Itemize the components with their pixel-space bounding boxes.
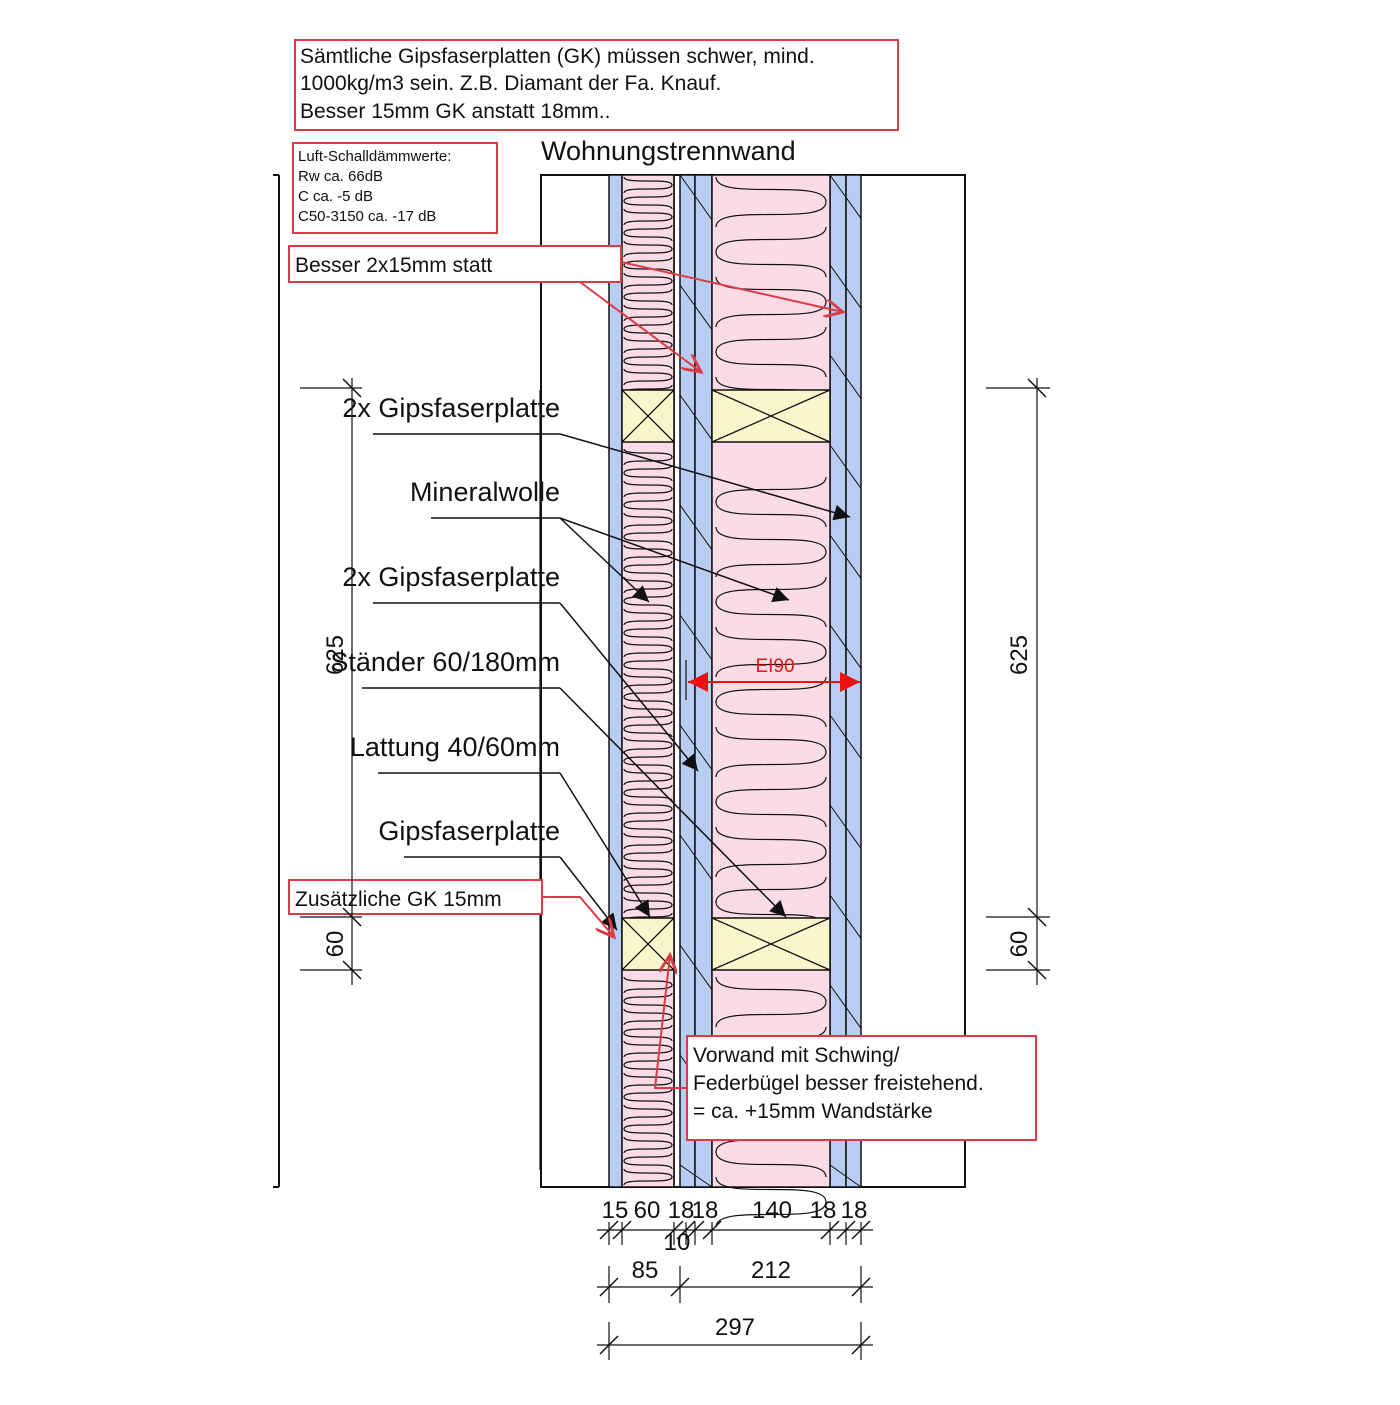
layer-labels: 2x Gipsfaserplatte Mineralwolle 2x Gipsf… [330,390,851,1170]
svg-text:140: 140 [752,1197,792,1224]
svg-text:Besser 2x15mm statt: Besser 2x15mm statt [295,254,492,277]
note-acoustic: Luft-Schalldämmwerte: Rw ca. 66dB C ca. … [292,142,498,234]
dimension-bottom: 15 60 18 18 140 18 18 10 85 212 [597,1197,873,1360]
dimension-left: 625 60 [300,378,362,985]
insulation-left [621,174,675,1188]
label-lattung: Lattung 40/60mm [350,732,560,762]
label-gipsfaserplatte-2: 2x Gipsfaserplatte [342,562,560,592]
dim-right-60: 60 [1006,931,1033,958]
insulation-left-pattern [623,176,673,1186]
svg-text:212: 212 [751,1257,791,1284]
svg-text:Rw ca. 66dB: Rw ca. 66dB [298,168,383,185]
svg-text:Vorwand mit Schwing/: Vorwand mit Schwing/ [693,1044,900,1067]
dim-left-625: 625 [322,635,349,675]
svg-text:60: 60 [634,1197,661,1224]
label-gipsfaserplatte-1: 2x Gipsfaserplatte [342,393,560,423]
svg-text:C50-3150 ca. -17 dB: C50-3150 ca. -17 dB [298,208,436,225]
dimension-right: 625 60 [986,378,1050,985]
batten-top-left [621,389,675,443]
stud-top-right [711,389,831,443]
section-title: Wohnungstrennwand [541,136,796,166]
svg-text:18: 18 [692,1197,719,1224]
stud-bottom-right [711,917,831,971]
svg-text:10: 10 [664,1229,691,1256]
svg-text:18: 18 [810,1197,837,1224]
svg-text:Luft-Schalldämmwerte:: Luft-Schalldämmwerte: [298,148,451,165]
dim-left-60: 60 [322,931,349,958]
dim-right-625: 625 [1006,635,1033,675]
svg-text:18: 18 [668,1197,695,1224]
note-besser: Besser 2x15mm statt [288,245,843,372]
svg-text:C ca. -5 dB: C ca. -5 dB [298,188,373,205]
board-hatching [679,174,862,1188]
svg-text:Besser 15mm GK anstatt 18mm..: Besser 15mm GK anstatt 18mm.. [300,100,610,123]
label-staender: Ständer 60/180mm [330,647,560,677]
svg-text:297: 297 [715,1314,755,1341]
svg-text:Federbügel besser freistehend.: Federbügel besser freistehend. [693,1072,984,1095]
label-mineralwolle: Mineralwolle [410,477,560,507]
svg-text:15: 15 [602,1197,629,1224]
svg-text:18: 18 [841,1197,868,1224]
svg-text:= ca. +15mm Wandstärke: = ca. +15mm Wandstärke [693,1100,933,1123]
fire-rating-marker: EI90 [685,656,860,700]
board-left-outer [608,174,623,1188]
note-vorwand: Vorwand mit Schwing/ Federbügel besser f… [653,955,1037,1141]
svg-text:85: 85 [632,1257,659,1284]
svg-text:Sämtliche Gipsfaserplatten (GK: Sämtliche Gipsfaserplatten (GK) müssen s… [300,45,815,68]
fire-rating-label: EI90 [755,656,794,677]
svg-text:1000kg/m3 sein. Z.B. Diamant d: 1000kg/m3 sein. Z.B. Diamant der Fa. Kna… [300,72,721,95]
batten-bottom-left [621,917,675,971]
label-gipsfaserplatte-3: Gipsfaserplatte [378,816,560,846]
note-zusaetzlich: Zusätzliche GK 15mm [288,879,614,937]
svg-text:Zusätzliche GK 15mm: Zusätzliche GK 15mm [295,888,502,911]
note-top: Sämtliche Gipsfaserplatten (GK) müssen s… [294,39,899,131]
